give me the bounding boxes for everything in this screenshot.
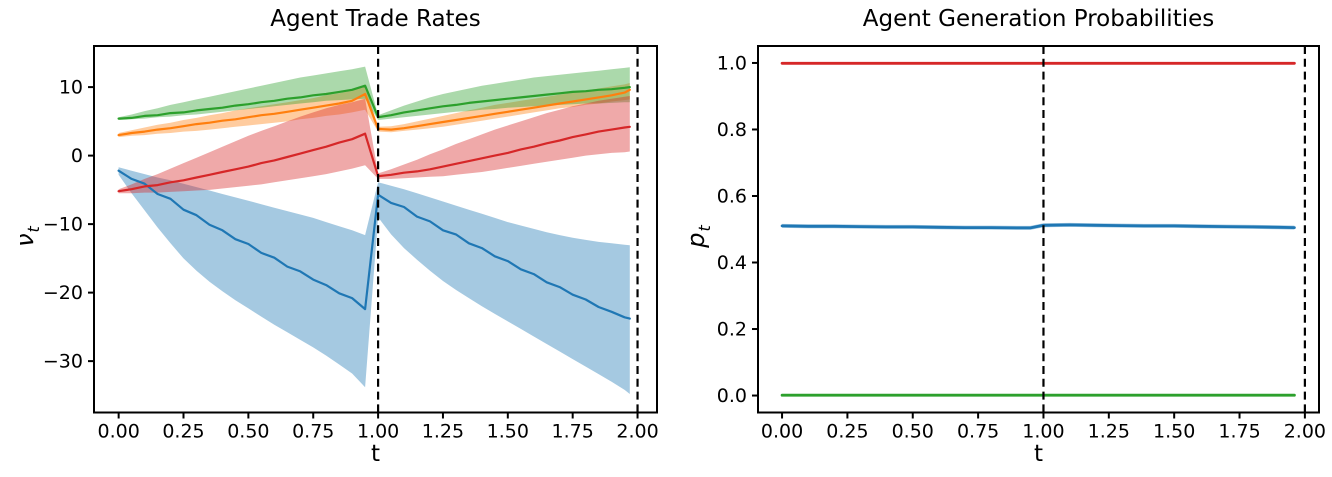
agent-generation-probabilities-chart: 0.00 0.25 0.50 0.75 1.00 1.25 1.50 1.75 2.00 1.0 0… [666, 0, 1332, 477]
trade-rates-plot-area: 0.00 0.25 0.50 0.75 1.00 1.25 1.50 1.75 2.00 10 0 −… [43, 45, 659, 443]
y-tick-label: −30 [43, 351, 83, 373]
x-tick-label: 0.00 [97, 421, 139, 443]
x-tick-label: 2.00 [616, 421, 658, 443]
x-tick-label: 1.00 [1022, 421, 1064, 443]
x-tick-label: 0.25 [826, 421, 868, 443]
y-tick-label: −10 [43, 214, 83, 236]
y-axis-subscript: t [24, 226, 43, 233]
x-tick-label: 0.00 [761, 421, 803, 443]
y-tick-label: 0.8 [717, 119, 747, 141]
x-axis-label: t [370, 441, 381, 467]
y-tick-label: 0.6 [717, 185, 747, 207]
x-tick-label: 0.50 [227, 421, 269, 443]
red-agent-band [118, 96, 630, 194]
green-agent-band [118, 66, 630, 120]
x-tick-label: 1.50 [487, 421, 529, 443]
x-tick-label: 1.75 [1218, 421, 1260, 443]
y-tick-label: 0.4 [717, 252, 747, 274]
y-axis-subscript: t [695, 225, 714, 232]
y-tick-label: 10 [59, 77, 83, 99]
y-tick-label: −20 [43, 282, 83, 304]
chart-title-generation-probabilities: Agent Generation Probabilities [862, 6, 1215, 32]
x-tick-label: 1.00 [357, 421, 399, 443]
x-tick-label: 1.25 [422, 421, 464, 443]
y-axis-symbol: ν [11, 233, 39, 247]
x-tick-label: 0.75 [292, 421, 334, 443]
x-tick-label: 0.75 [957, 421, 999, 443]
x-tick-label: 0.50 [892, 421, 934, 443]
blue-agent-line [780, 223, 1296, 230]
blue-agent-band [118, 167, 630, 394]
y-tick-label: 0.0 [717, 385, 747, 407]
chart-title-trade-rates: Agent Trade Rates [270, 6, 481, 32]
y-tick-label: 0 [71, 145, 83, 167]
axes-spines [757, 45, 1320, 414]
x-tick-label: 1.25 [1088, 421, 1130, 443]
y-axis-label: νt [11, 226, 43, 247]
orange-agent-band [118, 83, 630, 138]
y-tick-label: 1.0 [717, 52, 747, 74]
x-axis-label: t [1033, 441, 1044, 467]
x-tick-label: 1.75 [552, 421, 594, 443]
y-axis-symbol: p [682, 232, 710, 248]
agent-trade-rates-chart: 0.00 0.25 0.50 0.75 1.00 1.25 1.50 1.75 2.00 10 0 −… [11, 6, 659, 467]
x-tick-label: 2.00 [1284, 421, 1326, 443]
y-tick-label: 0.2 [717, 319, 747, 341]
x-tick-label: 1.50 [1153, 421, 1195, 443]
y-axis-label: pt [682, 225, 714, 248]
axes-spines [93, 45, 658, 414]
generation-probabilities-plot-area: 0.00 0.25 0.50 0.75 1.00 1.25 1.50 1.75 2.00 1.0 0… [717, 45, 1326, 443]
x-tick-label: 0.25 [162, 421, 204, 443]
